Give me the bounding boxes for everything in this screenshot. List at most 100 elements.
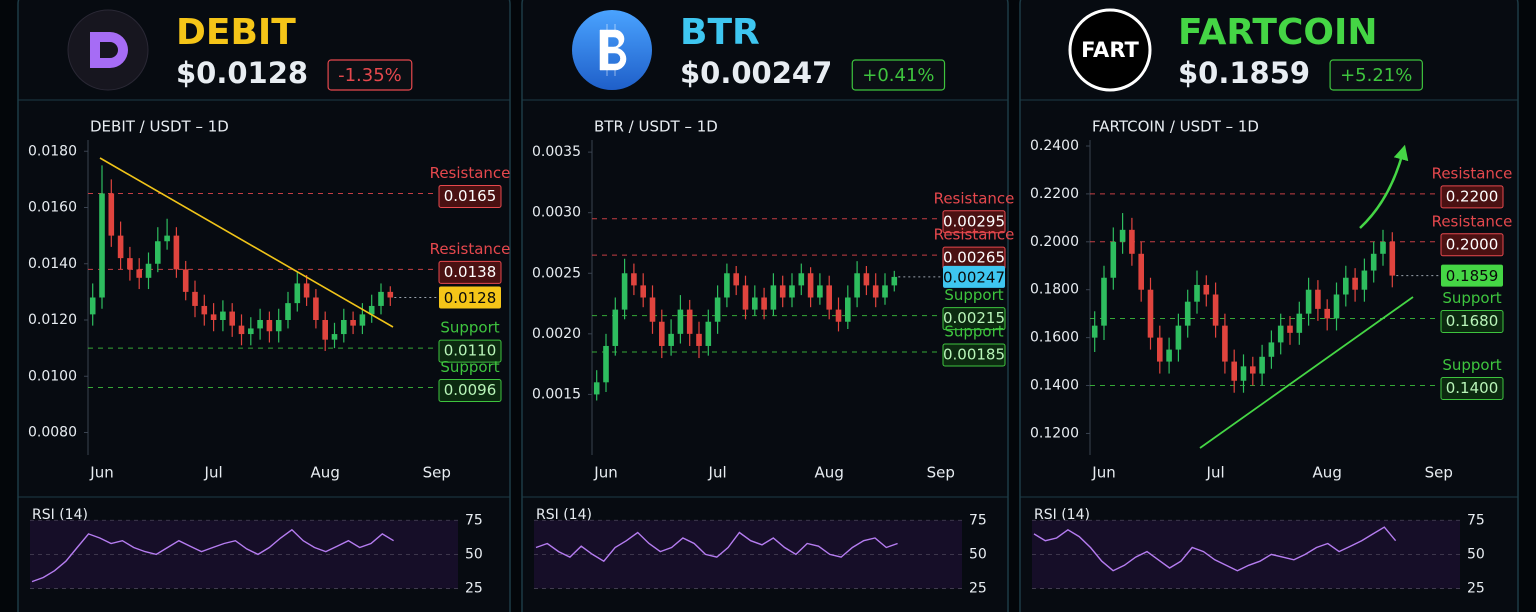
- x-tick-label: Sep: [927, 464, 955, 482]
- level-badge: [942, 210, 1006, 234]
- y-tick-label: 0.2000: [1030, 234, 1079, 250]
- rsi-tick-label: 25: [1467, 580, 1485, 596]
- change-badge: [851, 59, 946, 91]
- candle-body: [705, 321, 712, 346]
- candle-body: [677, 309, 684, 334]
- candle-body: [1315, 289, 1321, 309]
- candle-body: [238, 325, 245, 335]
- candle-body: [164, 235, 170, 242]
- candle-body: [621, 273, 628, 310]
- y-tick-label: 0.0140: [28, 256, 77, 272]
- level-name: Support: [440, 358, 499, 376]
- candle-body: [127, 258, 133, 270]
- candle-body: [761, 297, 767, 310]
- y-tick-label: 0.0015: [532, 386, 581, 402]
- candle-body: [117, 235, 124, 259]
- change-badge: [1329, 59, 1423, 91]
- candle-body: [1110, 241, 1117, 278]
- level-name: Support: [1442, 356, 1501, 374]
- candle-body: [1305, 289, 1312, 314]
- candle-body: [1240, 366, 1247, 381]
- coin-name: DEBIT: [176, 12, 296, 53]
- rsi-line: [535, 531, 898, 563]
- x-tick-label: Jun: [89, 464, 113, 482]
- candle-body: [285, 303, 291, 320]
- candle-body: [257, 320, 263, 329]
- level-name: Support: [1442, 289, 1501, 307]
- logo-mark: [90, 32, 128, 68]
- logo: [1068, 8, 1152, 92]
- x-tick-label: Aug: [1313, 464, 1342, 482]
- candle-body: [1166, 349, 1172, 362]
- panel: FART FARTCOIN$0.1859 +5.21% FARTCOIN / USDT…: [1019, 0, 1519, 612]
- candle-body: [1296, 313, 1303, 333]
- level-value: 0.0165: [444, 187, 497, 205]
- last-price-value: 0.1859: [1446, 267, 1499, 285]
- x-tick-label: Jul: [204, 464, 223, 482]
- rsi-line: [31, 528, 394, 583]
- trend-line: [99, 157, 394, 328]
- y-tick-label: 0.0180: [28, 143, 77, 159]
- rsi-line: [1033, 526, 1397, 572]
- candle-body: [89, 297, 96, 315]
- y-tick-label: 0.1400: [1030, 378, 1079, 394]
- candle-body: [1101, 277, 1107, 326]
- x-tick-label: Jul: [708, 464, 727, 482]
- level-badge: [438, 379, 502, 402]
- candle-body: [201, 305, 208, 315]
- level-value: 0.00185: [943, 346, 1005, 364]
- logo-text: FART: [1081, 38, 1139, 62]
- chart-title: BTR / USDT – 1D: [594, 118, 718, 136]
- candle-body: [341, 320, 347, 335]
- candle-body: [640, 285, 646, 298]
- last-price-value: 0.00247: [943, 268, 1005, 286]
- level-name: Resistance: [934, 189, 1015, 207]
- level-badge: [438, 184, 502, 208]
- level-name: Support: [944, 323, 1003, 341]
- candle-body: [1091, 325, 1098, 338]
- candle-body: [1333, 294, 1340, 319]
- candle-body: [714, 297, 721, 322]
- logo: [67, 9, 149, 91]
- candle-body: [210, 314, 217, 320]
- candle-body: [173, 235, 180, 270]
- candle-body: [835, 309, 842, 322]
- candle-body: [108, 193, 115, 236]
- level-name: Resistance: [1432, 212, 1513, 230]
- rsi-tick-label: 25: [465, 580, 483, 596]
- panel-frame: [1019, 0, 1519, 612]
- candle-body: [752, 297, 758, 310]
- candle-body: [1259, 356, 1265, 374]
- coin-price: $0.1859: [1178, 56, 1310, 90]
- x-tick-label: Aug: [815, 464, 844, 482]
- candle-body: [1324, 308, 1330, 319]
- x-tick-label: Jun: [593, 464, 617, 482]
- candle-body: [387, 291, 394, 298]
- y-tick-label: 0.0025: [532, 265, 581, 281]
- change-text: -1.35%: [338, 65, 402, 86]
- candle-body: [1287, 325, 1293, 333]
- rsi-tick-label: 50: [969, 546, 987, 562]
- candle-body: [1157, 337, 1163, 362]
- candle-body: [1380, 241, 1386, 254]
- level-badge: [1440, 185, 1504, 209]
- candle-body: [1389, 241, 1396, 276]
- last-price-value: 0.0128: [444, 289, 497, 307]
- candle-body: [1212, 294, 1219, 326]
- y-tick-label: 0.0100: [28, 368, 77, 384]
- candle-body: [266, 320, 273, 332]
- y-tick-label: 0.0160: [28, 200, 77, 216]
- candle-body: [668, 333, 674, 346]
- level-value: 0.0096: [444, 381, 497, 399]
- candle-body: [303, 283, 310, 298]
- last-price-badge: [1441, 264, 1503, 287]
- candle-body: [1119, 229, 1126, 242]
- candle-body: [155, 241, 161, 264]
- candle-body: [891, 276, 898, 286]
- level-value: 0.00295: [943, 212, 1005, 230]
- candle-body: [1147, 289, 1154, 338]
- candle-body: [872, 285, 879, 298]
- y-tick-label: 0.1600: [1030, 330, 1079, 346]
- candle-body: [136, 269, 142, 278]
- y-tick-label: 0.2400: [1030, 138, 1079, 154]
